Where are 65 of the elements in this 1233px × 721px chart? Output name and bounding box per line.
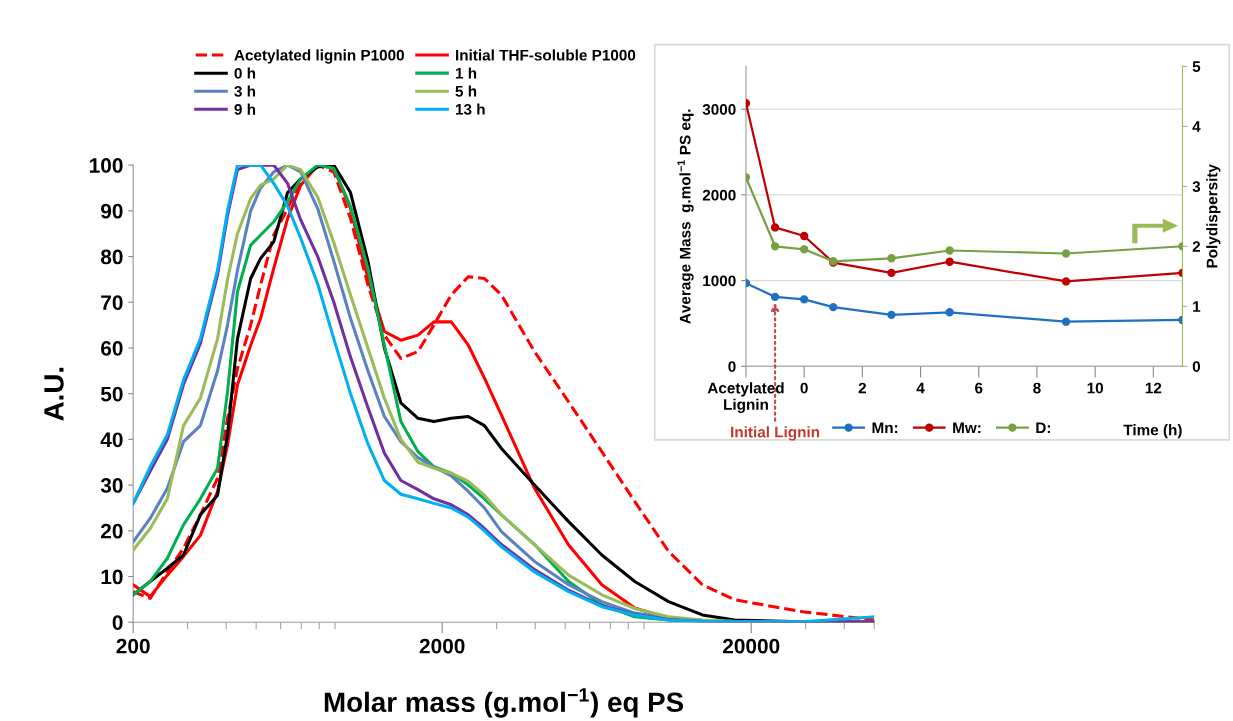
y-tick-label: 50	[100, 386, 123, 402]
point	[1061, 249, 1071, 258]
y-tick-label: 0	[728, 361, 736, 372]
y-tick-label: 2000	[702, 189, 736, 201]
y-tick-label: 10	[101, 569, 123, 585]
y2-tick-label: 1	[1193, 301, 1201, 312]
y-tick-label: 1000	[703, 275, 736, 287]
y-tick-label: 40	[100, 432, 123, 448]
legend-label: 0 h	[234, 67, 256, 79]
point	[945, 246, 954, 255]
legend-label: 9 h	[234, 103, 256, 115]
point	[887, 310, 896, 320]
legend-label: D:	[1036, 422, 1050, 434]
x-tick-label: 20000	[722, 638, 780, 654]
point	[770, 242, 780, 251]
x-tick-label: Acetylated Lignin	[707, 382, 784, 413]
y-tick-label: 60	[101, 340, 123, 356]
x-tick-label: 4	[916, 382, 925, 394]
x-tick-label: 12	[1145, 382, 1162, 394]
y2-tick-label: 2	[1192, 241, 1201, 252]
y2-tick-label: 5	[1192, 61, 1201, 73]
x-axis-title: Molar mass (g.mol$^{−1}$) eq PS	[324, 688, 684, 718]
point	[887, 254, 896, 263]
y-tick-label: 0	[112, 615, 123, 630]
annotation: Initial Lignin	[731, 426, 820, 441]
point	[829, 302, 838, 312]
y-tick-label: 3000	[702, 104, 736, 115]
y-tick-label: 20	[100, 523, 123, 539]
legend-label: 1 h	[455, 67, 477, 79]
x-tick-label: 10	[1087, 382, 1104, 394]
legend-label: Initial THF-soluble P1000	[456, 49, 636, 61]
y2-tick-label: 3	[1192, 181, 1201, 193]
legend-label: 13 h	[455, 103, 485, 115]
y2-axis-title: Polydispersity	[1206, 164, 1221, 268]
point	[799, 231, 809, 241]
point	[887, 268, 896, 278]
point	[945, 257, 954, 266]
y-tick-label: 80	[100, 249, 123, 265]
point	[1061, 317, 1071, 326]
x-tick-label: 0	[800, 382, 808, 394]
y-tick-label: 70	[101, 295, 123, 310]
point	[770, 223, 780, 232]
y-tick-label: 30	[100, 478, 123, 493]
x-tick-label: 2	[858, 382, 866, 394]
point	[799, 245, 809, 254]
y2-tick-label: 4	[1192, 121, 1201, 132]
legend-label: 5 h	[455, 85, 477, 97]
y-tick-label: 100	[90, 158, 123, 173]
x-axis-title: Time (h)	[1123, 424, 1182, 439]
x-tick-label: 2000	[419, 638, 465, 654]
y2-tick-label: 0	[1192, 361, 1201, 372]
x-tick-label: 200	[116, 638, 150, 654]
y-tick-label: 90	[100, 203, 123, 219]
x-tick-label: 8	[1033, 382, 1041, 394]
legend-label: 3 h	[234, 85, 256, 97]
legend-label: Acetylated lignin P1000	[234, 49, 404, 64]
point	[770, 292, 780, 302]
point	[1061, 277, 1071, 286]
legend-label: Mn:	[872, 422, 898, 434]
y-axis-title: Average Mass g.mol$^{−1}$ PS eq.	[677, 109, 694, 324]
x-tick-label: 6	[975, 382, 983, 394]
point	[945, 308, 954, 317]
legend-label: Mw:	[953, 422, 981, 434]
point	[799, 295, 809, 304]
y-axis-title: A.U.	[44, 367, 64, 421]
